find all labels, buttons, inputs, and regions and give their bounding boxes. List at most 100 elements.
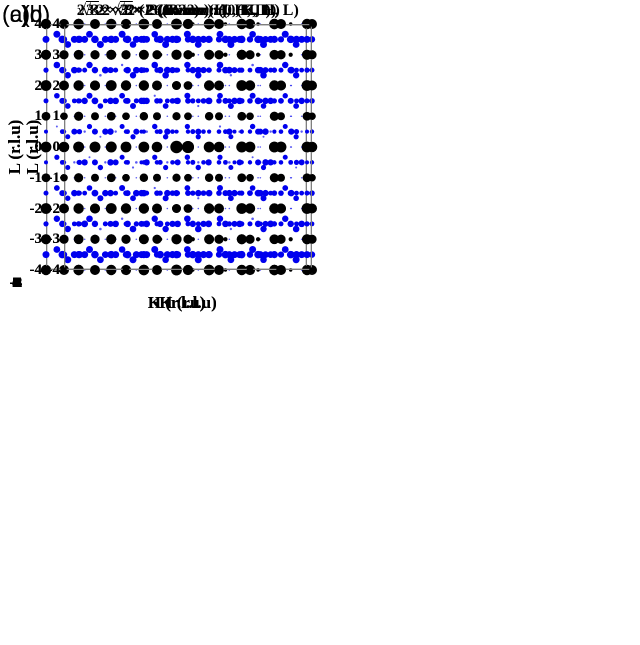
data-dot-blue (288, 129, 294, 135)
panel-label-a: (a) (2, 1, 31, 27)
data-dot-blue (231, 189, 238, 197)
data-dot-blue (300, 176, 303, 179)
data-dot-blue (101, 66, 109, 74)
data-dot-black (214, 50, 224, 60)
data-dot-blue (65, 134, 71, 140)
data-dot-blue (222, 66, 229, 74)
data-dot-blue (254, 35, 262, 44)
data-dot-black (122, 174, 130, 182)
data-dot-black (237, 173, 247, 183)
scatter-plot-d (59, 19, 317, 275)
x-tick-label: 2 (12, 275, 20, 291)
data-dot-blue (184, 123, 190, 130)
data-dot-blue (229, 74, 233, 77)
data-dot-black (277, 174, 285, 182)
data-dot-blue (205, 35, 213, 43)
data-dot-blue (59, 220, 66, 228)
data-dot-black (152, 50, 162, 60)
data-dot-blue (228, 115, 231, 118)
data-dot-blue (295, 166, 298, 169)
data-dot-blue (292, 35, 301, 43)
data-dot-blue (135, 207, 138, 210)
data-dot-blue (112, 159, 119, 166)
data-dot-black (236, 142, 247, 152)
data-dot-blue (133, 98, 139, 104)
data-dot-black (277, 112, 285, 120)
data-dot-blue (138, 251, 145, 259)
data-dot-black (121, 234, 131, 244)
x-tick-label: 2 (12, 275, 20, 291)
data-dot-blue (132, 35, 140, 43)
data-dot-blue (257, 115, 259, 118)
data-dot-blue (43, 98, 49, 104)
data-dot-black (59, 80, 69, 91)
data-dot-black (90, 234, 100, 244)
data-dot-black (183, 50, 193, 60)
data-dot-blue (96, 41, 104, 49)
data-dot-blue (282, 215, 289, 222)
y-tick-label: 4 (34, 16, 43, 32)
data-dot-blue (216, 245, 224, 253)
data-dot-blue (254, 189, 262, 197)
data-dot-black (121, 50, 131, 60)
data-dot-blue (260, 103, 267, 109)
panel-label-c: (c) (2, 1, 29, 27)
data-dot-blue (231, 97, 238, 105)
data-dot-blue (91, 250, 99, 259)
data-dot-black (269, 111, 279, 121)
data-dot-blue (228, 134, 234, 140)
y-tick-label: -2 (29, 200, 43, 217)
data-dot-blue (107, 128, 114, 135)
data-dot-blue (104, 53, 107, 56)
data-dot-black (309, 21, 315, 27)
x-tick-label: -4 (9, 275, 23, 291)
data-dot-black (91, 112, 99, 120)
data-dot-black (90, 203, 100, 214)
data-dot-blue (157, 129, 163, 135)
data-dot-blue (166, 53, 169, 56)
data-dot-blue (166, 146, 169, 148)
data-dot-black (59, 50, 69, 60)
x-tick-label: -4 (9, 275, 23, 291)
y-tick-label: -1 (29, 169, 43, 186)
data-dot-blue (197, 53, 200, 56)
x-axis-label-b: H (r.l.u) (159, 293, 217, 312)
data-dot-blue (162, 134, 169, 140)
data-dot-blue (205, 189, 213, 197)
data-dot-blue (257, 207, 259, 210)
data-dot-blue (138, 35, 145, 43)
data-dot-blue (71, 98, 77, 104)
data-dot-blue (238, 98, 245, 104)
data-dot-blue (226, 128, 233, 135)
data-dot-blue (298, 35, 306, 43)
data-dot-blue (216, 160, 222, 165)
data-dot-blue (216, 129, 222, 134)
data-dot-blue (133, 66, 140, 74)
data-dot-blue (216, 215, 224, 222)
data-dot-blue (54, 92, 60, 99)
data-dot-blue (195, 128, 202, 135)
data-dot-blue (270, 35, 278, 43)
data-dot-black (74, 111, 84, 121)
data-dot-blue (120, 63, 124, 67)
data-dot-blue (138, 220, 145, 227)
data-dot-blue (162, 225, 169, 233)
x-tick-label: 1 (12, 275, 20, 291)
data-dot-blue (298, 159, 305, 166)
data-dot-black (183, 265, 193, 275)
data-dot-blue (271, 221, 278, 227)
data-dot-black (276, 50, 286, 60)
data-dot-blue (222, 220, 229, 228)
y-tick-label: -4 (29, 262, 43, 278)
data-dot-blue (184, 154, 191, 160)
data-dot-black (89, 141, 101, 153)
y-tick-label: -3 (47, 231, 61, 248)
data-dot-black (204, 203, 214, 214)
data-dot-blue (123, 250, 132, 259)
data-dot-blue (91, 189, 99, 197)
data-dot-blue (101, 35, 109, 43)
data-dot-blue (166, 84, 169, 87)
data-dot-blue (272, 129, 277, 134)
data-dot-blue (197, 115, 200, 118)
data-dot-blue (129, 72, 137, 79)
